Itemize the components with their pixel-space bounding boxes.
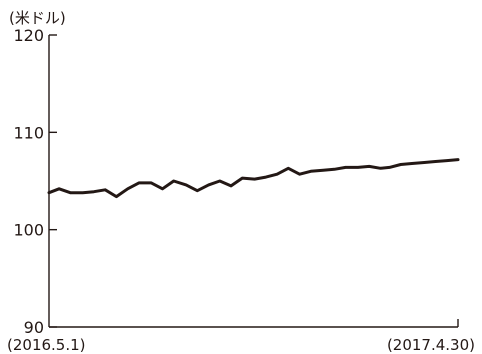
x-tick-label: (2016.5.1) [7, 336, 86, 354]
y-axis-ticks: 90 100 110 120 [13, 26, 57, 337]
y-unit-label: (米ドル) [9, 9, 66, 27]
series-line [47, 158, 460, 199]
y-tick-label: 110 [13, 123, 44, 142]
x-axis-tick-labels: (2016.5.1) (2017.4.30) [7, 336, 475, 354]
y-tick-label: 100 [13, 221, 44, 240]
x-tick-label: (2017.4.30) [387, 336, 475, 354]
y-tick-label: 90 [24, 318, 44, 337]
y-tick-label: 120 [13, 26, 44, 45]
